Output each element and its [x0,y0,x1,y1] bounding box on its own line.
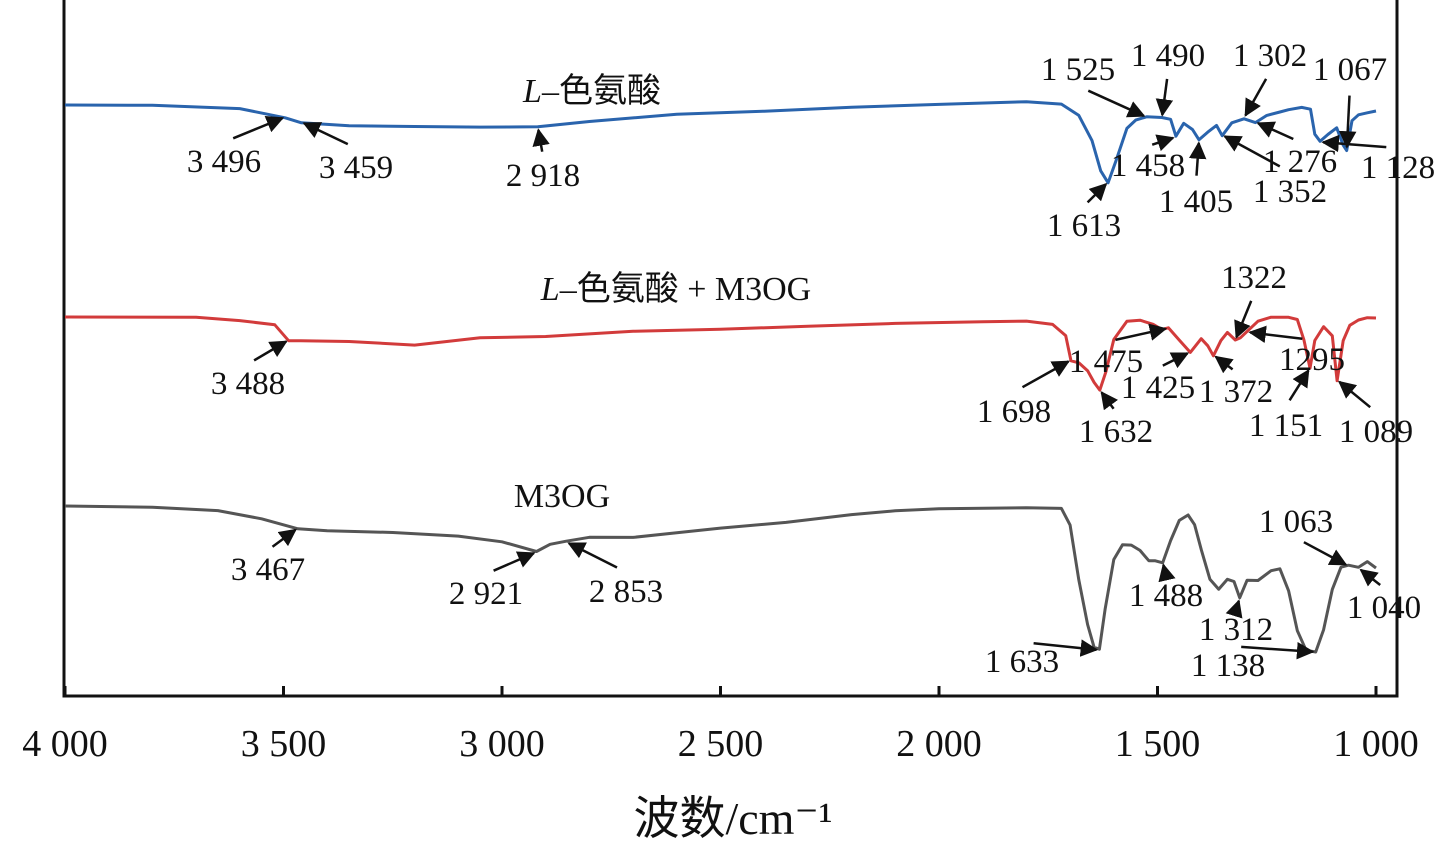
peak-label: 1 458 [1111,148,1185,184]
peak-label: 1 698 [977,394,1051,430]
series-label: L–色氨酸 + M3OG [540,270,811,308]
x-tick-label: 3 500 [241,723,327,765]
annotation-arrow [1244,78,1268,117]
peak-label: 1322 [1221,260,1287,296]
annotation-arrow [1033,639,1099,657]
peak-label: 1 151 [1249,408,1323,444]
annotation-arrow [253,340,288,362]
annotation-arrow [1225,599,1243,619]
peak-label: 1 276 [1263,144,1337,180]
annotation-arrow [493,551,536,572]
series-label: L–色氨酸 [522,72,661,110]
peak-label: 2 918 [506,158,580,194]
annotation-arrow [1338,95,1357,149]
annotation-arrow [1241,641,1315,660]
annotation-arrow [1115,323,1168,342]
peak-label: 1 063 [1259,504,1333,540]
peak-label: 1 475 [1069,344,1143,380]
peak-label: 3 467 [231,552,305,588]
x-axis-title: 波数/cm⁻¹ [633,793,832,843]
annotation-arrow [1338,380,1371,409]
plot-frame [62,0,1399,698]
x-tick-label: 1 000 [1333,723,1419,765]
peak-label: 1 138 [1191,648,1265,684]
annotation-arrow [1021,360,1070,389]
annotation-arrow [1214,355,1234,374]
peak-label: 1 488 [1129,578,1203,614]
annotation-arrow [1303,541,1348,566]
x-axis-ticks: 4 000 3 500 3 000 2 500 2 000 1 500 1 000 [22,686,1419,765]
x-tick-label: 1 500 [1115,723,1201,765]
peak-label: 1 089 [1339,414,1413,450]
annotation-arrow [1155,78,1174,117]
peak-label: 1 490 [1131,38,1205,74]
peak-label: 1 525 [1041,52,1115,88]
series-line [64,100,1377,185]
peak-label: 1295 [1279,342,1345,378]
peak-label: 1 405 [1159,184,1233,220]
peak-label: 2 853 [589,574,663,610]
x-tick-label: 3 000 [459,723,545,765]
peak-label: 1 632 [1079,414,1153,450]
peak-label: 1 425 [1121,370,1195,406]
annotation-arrow [1100,390,1118,411]
peak-label: 1 067 [1313,52,1387,88]
peak-label: 3 459 [319,150,393,186]
series-label: M3OG [514,478,610,515]
x-tick-label: 4 000 [22,723,108,765]
peak-label: 3 496 [187,144,261,180]
series-label-suffix: –色氨酸 + M3OG [559,270,812,308]
peak-label: 1 372 [1199,374,1273,410]
annotation-arrow [1359,568,1381,587]
annotation-arrow [1234,300,1253,339]
annotation-arrow [232,115,285,140]
series-line [64,504,1377,654]
annotation-arrow [1086,182,1108,204]
peak-label: 3 488 [211,366,285,402]
peak-label: 1 312 [1199,612,1273,648]
annotation-arrow [1162,352,1190,369]
peak-label: 1 040 [1347,590,1421,626]
annotation-arrow [1256,121,1294,141]
peak-label: 1 302 [1233,38,1307,74]
peak-label: 1 352 [1253,174,1327,210]
peak-label: 1 633 [985,644,1059,680]
annotation-arrow [567,542,618,569]
peak-label: 2 921 [449,576,523,612]
peak-label: 1 613 [1047,208,1121,244]
annotation-arrow [1188,141,1207,176]
series-label-suffix: –色氨酸 [541,72,661,110]
annotation-arrow [1248,325,1303,344]
annotation-arrow [1158,563,1176,583]
annotation-arrow [532,128,550,152]
series-label-prefix: L [522,73,542,110]
series-label-prefix: L [540,271,560,308]
annotation-arrow [271,528,297,548]
x-tick-label: 2 500 [678,723,764,765]
annotation-arrow [1288,369,1310,401]
annotation-arrow [302,122,349,146]
annotation-arrow [1087,89,1146,118]
annotation-arrow [1151,134,1175,152]
annotation-arrow [1223,135,1281,168]
peak-label: 1 128 [1361,150,1435,186]
series-label-suffix: M3OG [514,478,610,515]
x-tick-label: 2 000 [896,723,982,765]
